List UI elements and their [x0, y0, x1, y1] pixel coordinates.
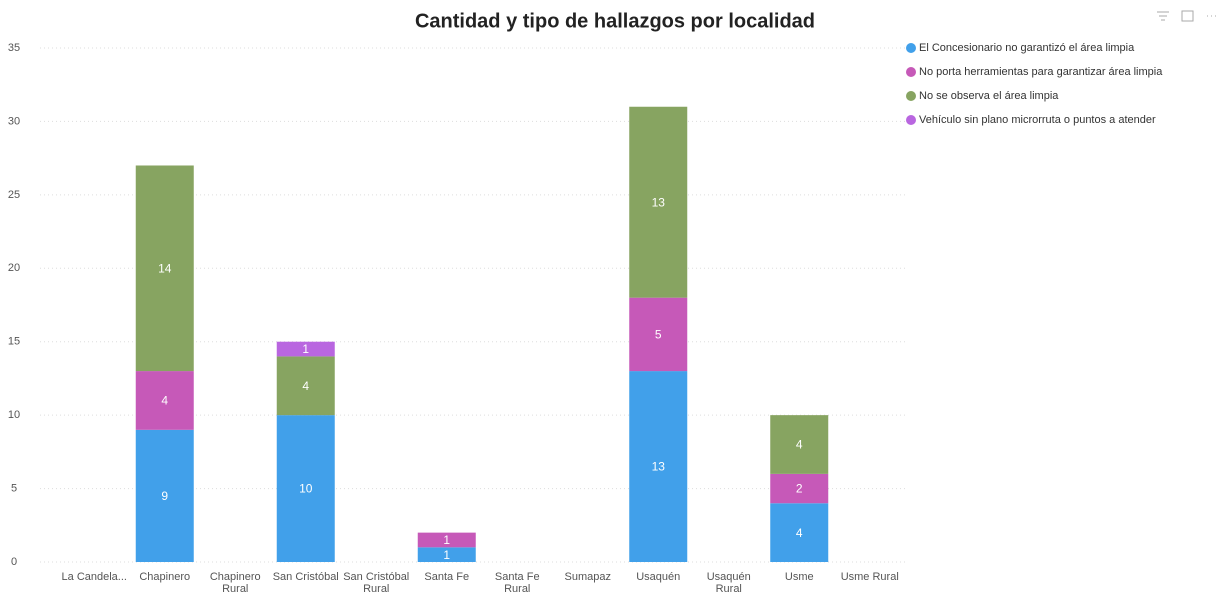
y-tick-label: 25 [8, 189, 20, 201]
x-tick-label: Usaquén [636, 571, 681, 583]
legend-label: No porta herramientas para garantizar ár… [919, 66, 1163, 78]
bar-segment [629, 297, 688, 372]
x-label-box: Usaquén Rural [706, 571, 751, 595]
bar-segment [770, 415, 829, 474]
data-label: 4 [161, 394, 168, 408]
x-label-box: Usme [784, 571, 814, 583]
data-label: 4 [796, 438, 803, 452]
data-label: 13 [652, 460, 666, 474]
bar-segment [770, 473, 829, 504]
bar-segment [135, 371, 194, 430]
bar-segment [417, 547, 476, 562]
x-tick-label: Chapinero Rural [209, 571, 261, 595]
focus-icon[interactable] [1181, 10, 1194, 22]
x-tick-label: Usaquén Rural [706, 571, 751, 595]
x-tick-label: Usme Rural [840, 571, 899, 583]
legend-marker [906, 67, 916, 77]
data-label: 1 [443, 533, 450, 547]
y-tick-label: 30 [8, 115, 20, 127]
data-label: 5 [655, 328, 662, 342]
legend-label: Vehículo sin plano microrruta o puntos a… [919, 114, 1156, 126]
data-label: 1 [302, 342, 309, 356]
x-label-box: San Cristóbal Rural [343, 571, 410, 595]
legend-label: El Concesionario no garantizó el área li… [919, 42, 1135, 54]
bar-segment [276, 341, 335, 357]
bar-segment [629, 106, 688, 298]
data-label: 1 [443, 548, 450, 562]
chart-title: Cantidad y tipo de hallazgos por localid… [415, 10, 815, 32]
toolbar [1157, 10, 1216, 22]
y-tick-label: 35 [8, 42, 20, 54]
x-tick-label: Usme [784, 571, 814, 583]
x-label-box: La Candela... [61, 571, 127, 583]
legend-marker [906, 43, 916, 53]
y-tick-label: 10 [8, 409, 20, 421]
x-label-box: Santa Fe [424, 571, 470, 583]
bar-segment [417, 532, 476, 548]
x-tick-label: San Cristóbal Rural [343, 571, 410, 595]
data-label: 14 [158, 261, 172, 275]
bar-segment [135, 165, 194, 372]
y-tick-label: 15 [8, 336, 20, 348]
x-label-box: Chapinero [139, 571, 191, 583]
x-label-box: Usme Rural [840, 571, 899, 583]
x-label-box: Chapinero Rural [209, 571, 261, 595]
x-tick-label: San Cristóbal [272, 571, 339, 583]
x-label-box: Santa Fe Rural [494, 571, 540, 595]
filter-icon[interactable] [1157, 11, 1169, 21]
bar-segment [135, 429, 194, 562]
x-tick-label: Santa Fe [424, 571, 470, 583]
data-label: 9 [161, 489, 168, 503]
y-tick-label: 0 [11, 556, 17, 568]
x-tick-label: Chapinero [139, 571, 191, 583]
bar-segment [770, 503, 829, 562]
data-label: 10 [299, 482, 313, 496]
bar-segment [629, 371, 688, 562]
x-tick-label: Santa Fe Rural [494, 571, 540, 595]
x-label-box: Usaquén [636, 571, 681, 583]
x-tick-label: Sumapaz [564, 571, 611, 583]
legend-label: No se observa el área limpia [919, 90, 1059, 102]
x-label-box: San Cristóbal [272, 571, 339, 583]
x-tick-label: La Candela... [61, 571, 127, 583]
legend-marker [906, 91, 916, 101]
data-label: 4 [302, 379, 309, 393]
data-label: 13 [652, 195, 666, 209]
legend-marker [906, 115, 916, 125]
bar-segment [276, 415, 335, 562]
x-label-box: Sumapaz [564, 571, 611, 583]
y-tick-label: 5 [11, 482, 17, 494]
data-label: 2 [796, 482, 803, 496]
y-tick-label: 20 [8, 262, 20, 274]
bar-segment [276, 356, 335, 416]
data-label: 4 [796, 526, 803, 540]
